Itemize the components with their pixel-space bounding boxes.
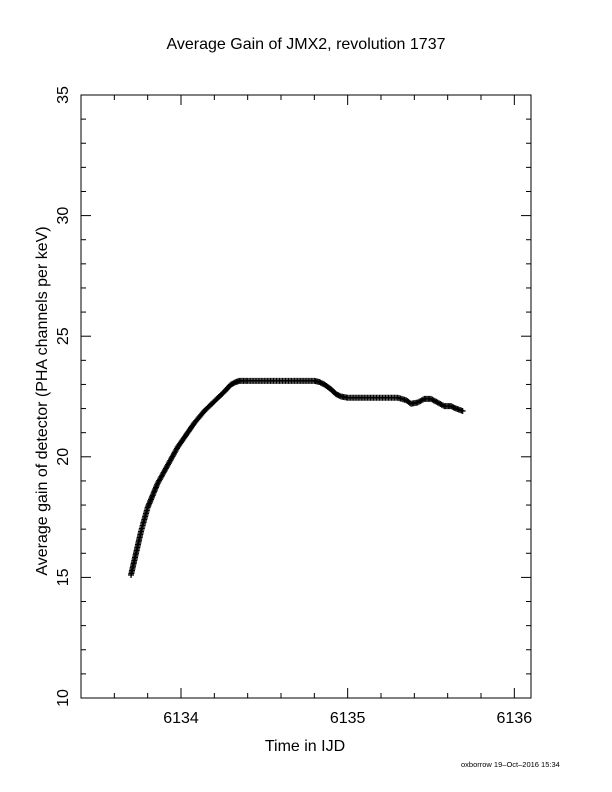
y-tick-label: 20 — [55, 448, 72, 466]
footer-stamp: oxborrow 19–Oct–2016 15:34 — [461, 760, 560, 769]
x-tick-label: 6136 — [497, 710, 533, 727]
y-tick-label: 10 — [55, 689, 72, 707]
y-tick-label: 35 — [55, 86, 72, 104]
data-point — [420, 396, 426, 403]
y-tick-label: 25 — [55, 327, 72, 345]
y-tick-label: 15 — [55, 568, 72, 586]
y-tick-label: 30 — [55, 207, 72, 225]
plot-frame — [80, 94, 532, 699]
y-axis-label: Average gain of detector (PHA channels p… — [34, 226, 51, 576]
x-tick-label: 6135 — [330, 710, 366, 727]
chart-title: Average Gain of JMX2, revolution 1737 — [166, 36, 446, 53]
data-point — [440, 402, 446, 409]
x-tick-label: 6134 — [163, 710, 199, 727]
x-axis-label: Time in IJD — [264, 738, 346, 755]
data-point — [459, 407, 466, 414]
